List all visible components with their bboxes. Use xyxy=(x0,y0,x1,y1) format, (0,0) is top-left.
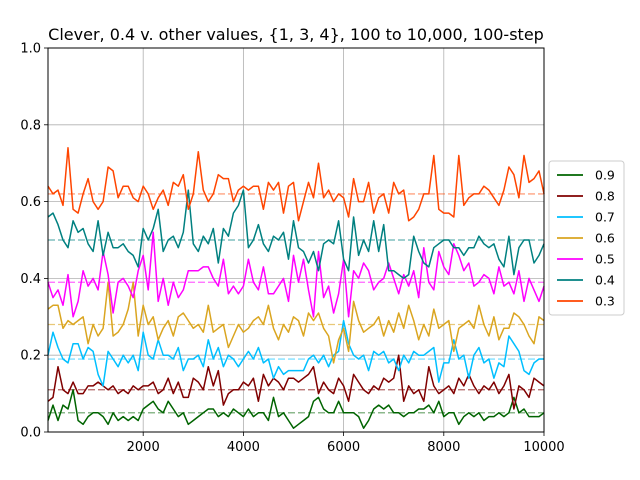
series-line xyxy=(47,231,545,318)
x-tick-label: 10000 xyxy=(523,440,564,455)
x-tick-label: 8000 xyxy=(427,440,460,455)
x-tick-label: 4000 xyxy=(227,440,260,455)
legend-label: 0.8 xyxy=(595,189,615,204)
axis-ticks: 2000 4000 6000 8000 10000 0.0 0.2 0.4 0.6 0.8 1.0 xyxy=(20,42,564,456)
y-tick-label: 0.2 xyxy=(20,349,41,364)
chart-title: Clever, 0.4 v. other values, {1, 3, 4}, … xyxy=(48,25,544,44)
series-line xyxy=(47,281,545,364)
legend-label: 0.5 xyxy=(595,252,615,267)
y-tick-label: 0.0 xyxy=(20,426,41,441)
x-tick-label: 2000 xyxy=(127,440,160,455)
legend: 0.9 0.8 0.7 0.6 0.5 0.4 0.3 xyxy=(548,160,625,316)
x-tick-label: 6000 xyxy=(327,440,360,455)
legend-box xyxy=(548,160,625,316)
legend-label: 0.4 xyxy=(595,273,615,288)
axes-frame xyxy=(47,47,545,433)
legend-label: 0.6 xyxy=(595,231,615,246)
series-line xyxy=(47,189,545,280)
series-line xyxy=(47,147,545,222)
legend-label: 0.3 xyxy=(595,294,615,309)
y-tick-label: 1.0 xyxy=(20,42,41,57)
series-lines xyxy=(47,147,545,429)
series-line xyxy=(47,319,544,387)
y-tick-label: 0.4 xyxy=(20,272,41,287)
y-tick-label: 0.6 xyxy=(20,195,41,210)
legend-label: 0.9 xyxy=(595,168,615,183)
legend-label: 0.7 xyxy=(595,210,615,225)
y-tick-label: 0.8 xyxy=(20,118,41,133)
series-line xyxy=(47,354,545,410)
series-line xyxy=(47,389,545,429)
